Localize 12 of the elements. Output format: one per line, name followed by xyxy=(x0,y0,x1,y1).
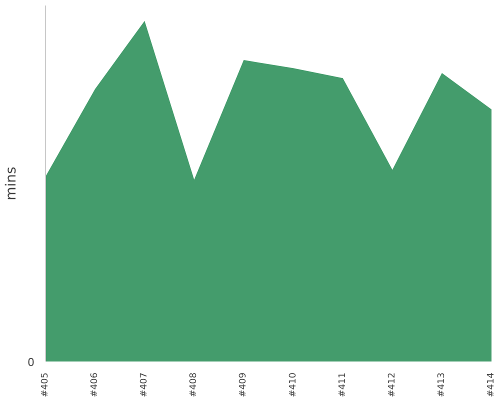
x-tick-label: #407 xyxy=(140,372,150,398)
x-tick-label: #408 xyxy=(189,372,200,398)
y-axis-title: mins xyxy=(4,166,20,200)
x-tick-label: #410 xyxy=(288,372,298,398)
x-tick-label: #405 xyxy=(40,372,50,398)
x-tick-label: #412 xyxy=(387,372,398,398)
x-tick-label: #409 xyxy=(238,372,249,398)
x-tick-label: #406 xyxy=(90,372,100,398)
x-tick-label: #413 xyxy=(436,372,447,398)
annotation: 0 xyxy=(28,356,34,369)
x-tick-label: #411 xyxy=(338,372,348,398)
x-tick-label: #414 xyxy=(486,372,496,398)
